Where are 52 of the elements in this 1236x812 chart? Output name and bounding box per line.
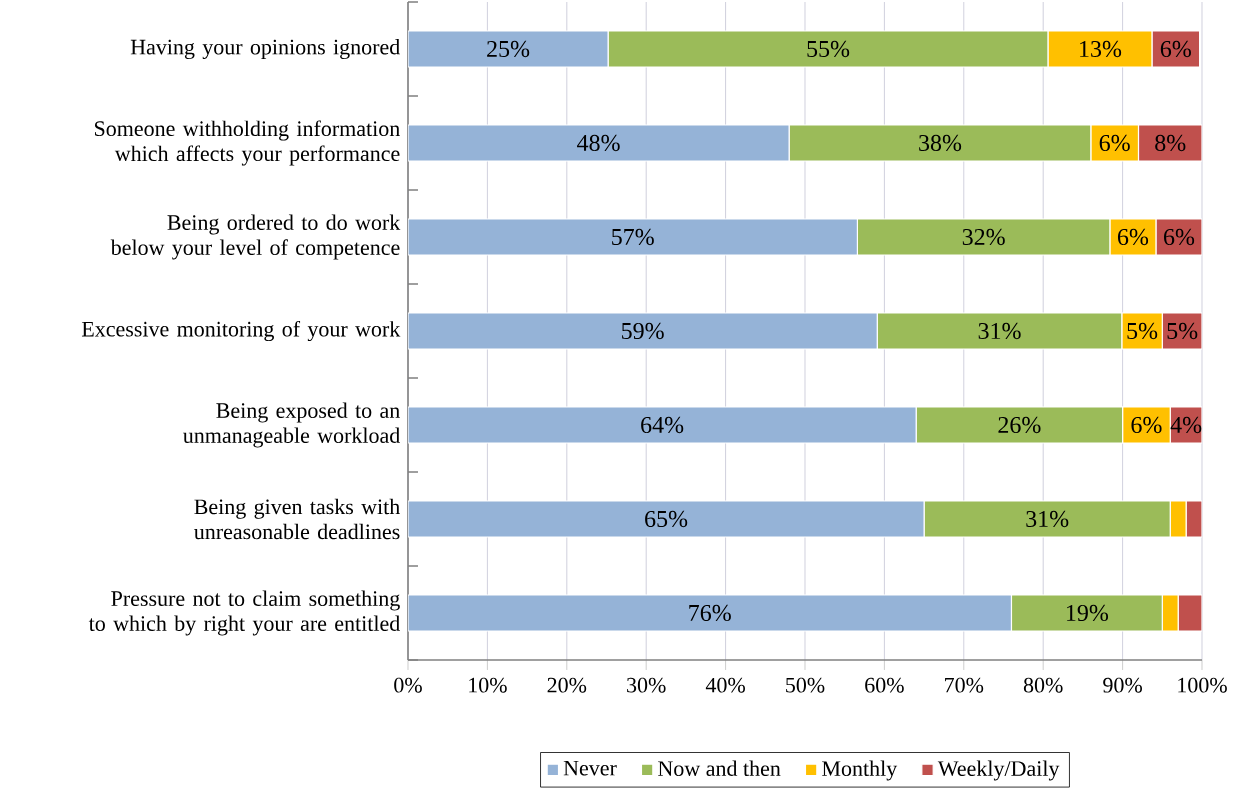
- data-label: 32%: [962, 228, 1005, 246]
- y-tick-label: Someone withholding information which affects your performance: [94, 120, 400, 166]
- data-label: 13%: [1080, 40, 1122, 58]
- data-label: 31%: [978, 322, 1021, 340]
- x-tick-label: 90%: [1103, 677, 1142, 693]
- data-label: 57%: [612, 228, 654, 246]
- data-label: 6%: [1131, 416, 1162, 434]
- x-tick-label: 100%: [1178, 677, 1227, 693]
- legend-label: Now and then: [658, 760, 781, 776]
- bar: [408, 594, 1013, 632]
- data-label: 76%: [689, 604, 731, 622]
- bar: [408, 406, 917, 444]
- x-tick-label: 80%: [1023, 677, 1063, 693]
- bar: [408, 312, 878, 350]
- x-tick-label: 30%: [627, 677, 666, 693]
- data-label: 38%: [919, 134, 962, 152]
- legend-label: Never: [563, 760, 617, 776]
- x-tick-label: 0%: [394, 677, 422, 693]
- legend-label: Monthly: [822, 760, 898, 781]
- y-tick-label: Being ordered to do work below your level of competence: [110, 214, 401, 260]
- bar: [408, 124, 790, 162]
- data-label: 19%: [1066, 604, 1109, 622]
- bar: [408, 500, 925, 538]
- y-tick-label: Having your opinions ignored: [130, 39, 400, 60]
- x-tick-label: 20%: [547, 677, 587, 693]
- data-label: 5%: [1167, 322, 1198, 340]
- data-label: 48%: [577, 134, 620, 152]
- x-tick-label: 50%: [786, 677, 825, 693]
- x-tick-label: 70%: [945, 677, 984, 693]
- legend-label: Weekly/Daily: [937, 760, 1060, 781]
- data-label: 5%: [1127, 322, 1158, 340]
- y-tick-label: Being exposed to an unmanageable workload: [183, 402, 401, 448]
- bar: [408, 218, 858, 256]
- bar: [408, 30, 609, 68]
- y-tick-label: Pressure not to claim something to which by right your are entitled: [88, 590, 401, 636]
- data-label: 31%: [1026, 510, 1069, 528]
- data-label: 6%: [1117, 228, 1149, 246]
- x-tick-label: 60%: [865, 677, 904, 693]
- data-label: 65%: [645, 510, 688, 528]
- data-label: 55%: [807, 40, 850, 58]
- data-label: 6%: [1164, 228, 1195, 246]
- y-tick-label: Excessive monitoring of your work: [81, 320, 401, 342]
- data-label: 6%: [1099, 134, 1130, 152]
- data-label: 26%: [998, 416, 1041, 434]
- x-tick-label: 10%: [469, 677, 507, 693]
- x-tick-label: 40%: [705, 677, 745, 693]
- data-label: 8%: [1155, 134, 1186, 152]
- data-label: 64%: [641, 416, 684, 434]
- data-label: 59%: [622, 322, 664, 340]
- y-tick-label: Being given tasks with unreasonable deadlines: [194, 498, 400, 540]
- data-label: 25%: [487, 40, 530, 58]
- data-label: 6%: [1160, 40, 1191, 58]
